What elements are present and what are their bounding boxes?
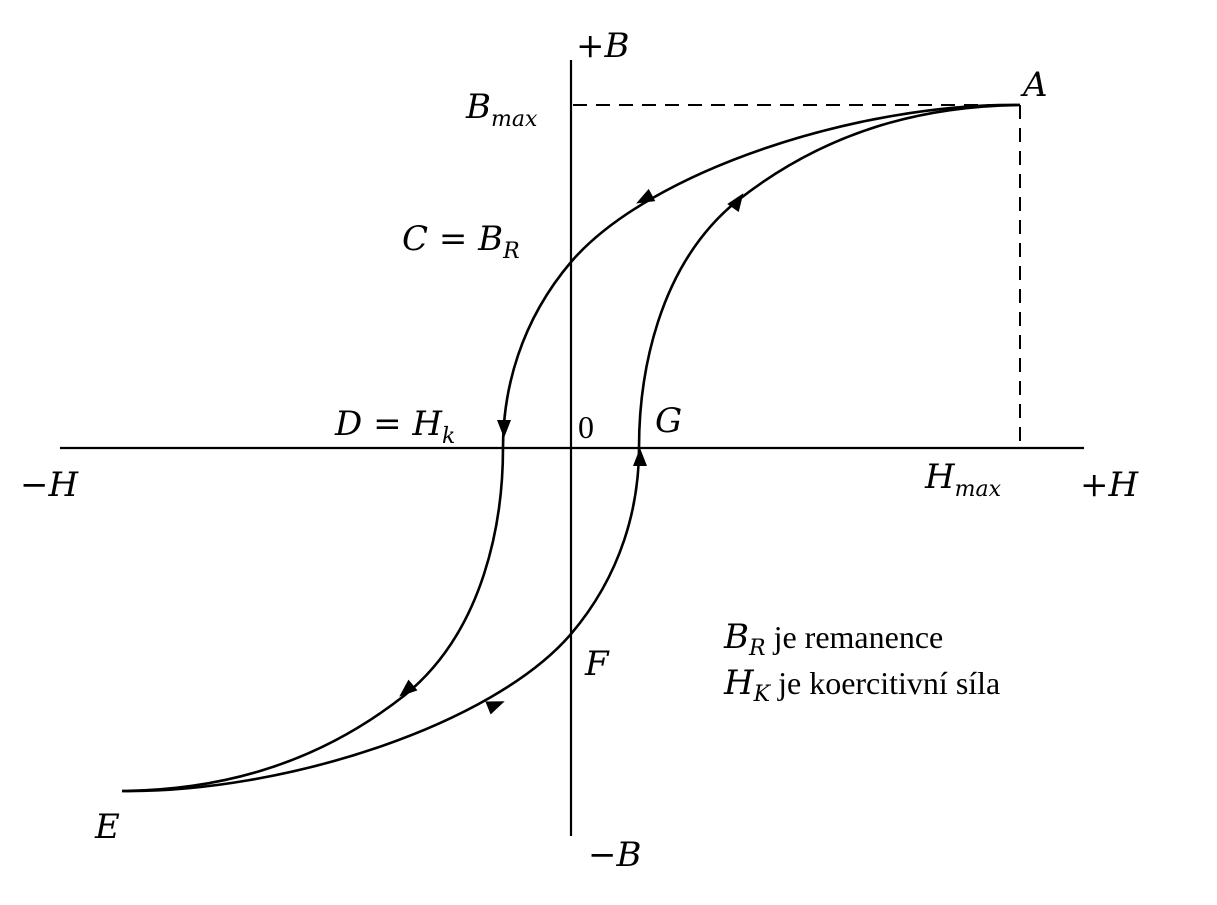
origin-label: 0 — [578, 409, 594, 445]
legend-remanence: BR je remanence — [723, 617, 943, 661]
arrow-icon — [636, 188, 656, 204]
minus-h-label: −H — [20, 465, 79, 505]
arrow-icon — [485, 701, 505, 715]
point-a-label: A — [1020, 65, 1048, 105]
point-e-label: E — [94, 807, 120, 847]
minus-b-label: −B — [588, 835, 641, 875]
bmax-label: Bmax — [465, 87, 538, 132]
arrow-icon — [497, 420, 511, 438]
plus-b-label: +B — [576, 26, 629, 66]
descending-branch — [121, 103, 1021, 793]
plus-h-label: +H — [1080, 465, 1139, 505]
arrow-icon — [633, 448, 647, 466]
arrow-icon — [727, 193, 744, 213]
hmax-label: Hmax — [924, 457, 1002, 502]
arrow-icon — [399, 679, 418, 697]
point-g-label: G — [655, 401, 682, 441]
legend-coercivity: HK je koercitivní síla — [723, 663, 1000, 707]
point-d-label: D = Hk — [334, 404, 455, 449]
point-c-label: C = BR — [402, 219, 520, 264]
point-f-label: F — [584, 644, 610, 684]
